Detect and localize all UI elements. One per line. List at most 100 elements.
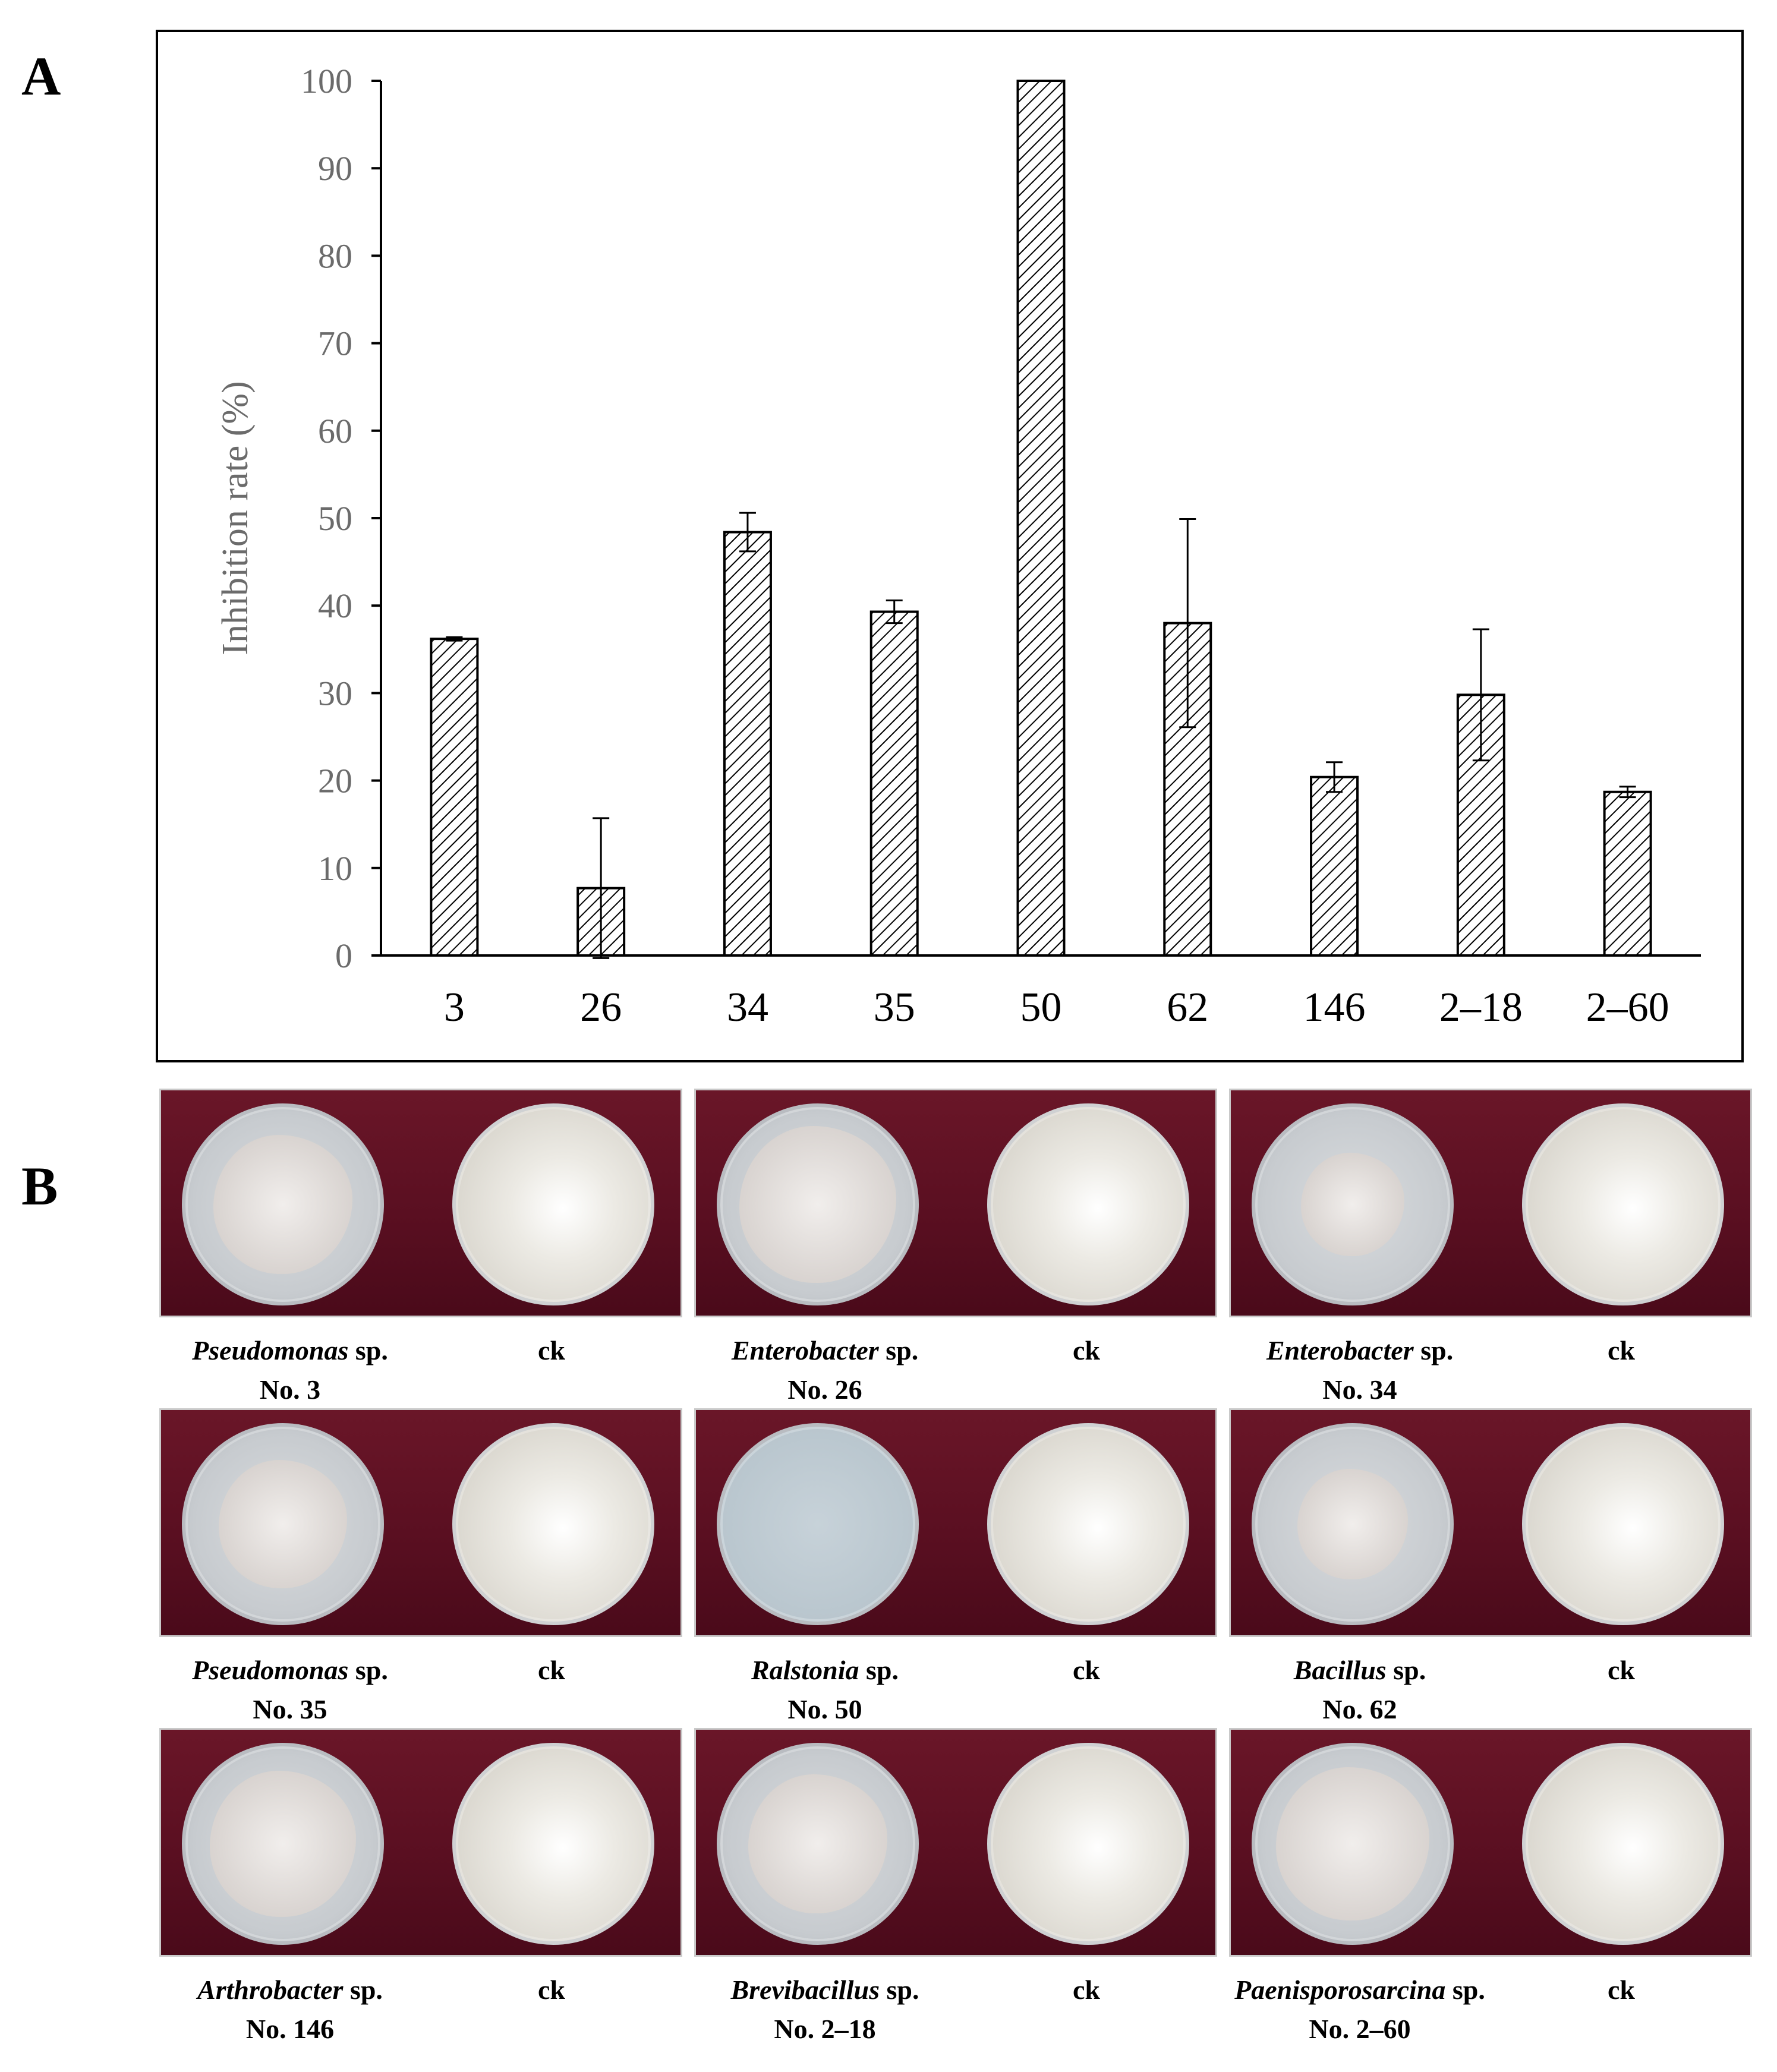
strain-name: Pseudomonas sp.: [159, 1331, 421, 1370]
fungal-colony: [1276, 1767, 1429, 1920]
plate-pair: Brevibacillus sp. No. 2–18 ck: [694, 1728, 1217, 2049]
treated-plate: [1252, 1423, 1454, 1625]
plate-photo: [694, 1089, 1217, 1317]
y-tick-label: 20: [318, 762, 352, 800]
genus-suffix: sp.: [1445, 1975, 1485, 2005]
plate-photo: [159, 1728, 682, 1957]
strain-caption: Enterobacter sp. No. 26: [694, 1331, 956, 1409]
control-plate: [1522, 1743, 1724, 1945]
control-caption: ck: [1073, 1335, 1100, 1365]
strain-number: No. 35: [253, 1694, 327, 1724]
strain-number: No. 2–60: [1309, 2014, 1411, 2044]
strain-caption: Enterobacter sp. No. 34: [1229, 1331, 1491, 1409]
strain-number: No. 2–18: [774, 2014, 876, 2044]
y-tick-label: 0: [335, 936, 352, 975]
strain-caption: Ralstonia sp. No. 50: [694, 1651, 956, 1729]
strain-caption: Pseudomonas sp. No. 3: [159, 1331, 421, 1409]
genus-name: Bacillus: [1293, 1655, 1387, 1685]
bar-chart: 0 10 20 30 40 50 60 70 80 90 100 Inhibition rate (%…: [215, 62, 1701, 1030]
y-tick-label: 70: [318, 324, 352, 363]
x-tick-label: 50: [1020, 985, 1062, 1030]
bar: [869, 610, 919, 957]
y-tick-label: 90: [318, 149, 352, 188]
strain-number: No. 62: [1322, 1694, 1397, 1724]
strain-name: Brevibacillus sp.: [694, 1970, 956, 2010]
y-tick-label: 100: [301, 62, 352, 100]
control-caption: ck: [1608, 1975, 1635, 2005]
control-caption: ck: [538, 1975, 565, 2005]
y-tick-label: 60: [318, 412, 352, 450]
control-caption: ck: [1608, 1655, 1635, 1685]
genus-name: Enterobacter: [1266, 1335, 1414, 1365]
x-tick-label: 2–18: [1439, 985, 1523, 1030]
x-tick-label: 3: [444, 985, 465, 1030]
strain-number: No. 50: [787, 1694, 862, 1724]
chart-frame: 0 10 20 30 40 50 60 70 80 90 100 Inhibition rate (%…: [156, 30, 1744, 1062]
plate-photo: [694, 1408, 1217, 1637]
strain-name: Pseudomonas sp.: [159, 1651, 421, 1690]
bar: [430, 638, 479, 957]
genus-name: Ralstonia: [751, 1655, 859, 1685]
strain-number: No. 3: [259, 1374, 321, 1405]
plate-pair: Ralstonia sp. No. 50 ck: [694, 1408, 1217, 1729]
plate-photo: [694, 1728, 1217, 1957]
strain-name: Paenisporosarcina sp.: [1229, 1970, 1491, 2010]
control-caption: ck: [1608, 1335, 1635, 1365]
treated-plate: [182, 1423, 384, 1625]
plate-pair: Pseudomonas sp. No. 35 ck: [159, 1408, 682, 1729]
bar: [1016, 80, 1066, 957]
fungal-colony: [210, 1771, 356, 1917]
plate-pair: Enterobacter sp. No. 26 ck: [694, 1089, 1217, 1409]
genus-suffix: sp.: [879, 1975, 919, 2005]
plate-photo: [1229, 1089, 1752, 1317]
plate-photo: [1229, 1728, 1752, 1957]
control-caption: ck: [1073, 1975, 1100, 2005]
fungal-colony: [1297, 1469, 1408, 1579]
control-plate: [1522, 1103, 1724, 1305]
fungal-colony: [219, 1460, 347, 1588]
fungal-colony: [739, 1126, 896, 1283]
control-plate: [452, 1103, 654, 1305]
genus-name: Paenisporosarcina: [1234, 1975, 1446, 2005]
plate-pair: Enterobacter sp. No. 34 ck: [1229, 1089, 1752, 1409]
strain-name: Arthrobacter sp.: [159, 1970, 421, 2010]
strain-caption: Arthrobacter sp. No. 146: [159, 1970, 421, 2049]
control-plate: [987, 1103, 1189, 1305]
fungal-colony: [1301, 1153, 1404, 1256]
y-tick-label: 10: [318, 849, 352, 888]
control-caption: ck: [538, 1335, 565, 1365]
treated-plate: [182, 1743, 384, 1945]
plate-photo: [159, 1089, 682, 1317]
genus-name: Pseudomonas: [192, 1655, 349, 1685]
plate-pair: Arthrobacter sp. No. 146 ck: [159, 1728, 682, 2049]
strain-caption: Bacillus sp. No. 62: [1229, 1651, 1491, 1729]
strain-name: Ralstonia sp.: [694, 1651, 956, 1690]
panel-label-b: B: [21, 1156, 58, 1216]
y-axis-label: Inhibition rate (%): [215, 381, 256, 655]
genus-suffix: sp.: [859, 1655, 899, 1685]
control-plate: [987, 1743, 1189, 1945]
control-plate: [452, 1423, 654, 1625]
y-tick-label: 80: [318, 236, 352, 275]
x-tick-label: 146: [1303, 985, 1366, 1030]
control-caption: ck: [538, 1655, 565, 1685]
y-tick-label: 40: [318, 586, 352, 625]
x-tick-label: 34: [727, 985, 768, 1030]
control-plate: [452, 1743, 654, 1945]
genus-name: Brevibacillus: [730, 1975, 880, 2005]
fungal-colony: [213, 1135, 352, 1274]
strain-caption: Pseudomonas sp. No. 35: [159, 1651, 421, 1729]
control-plate: [987, 1423, 1189, 1625]
control-plate: [1522, 1423, 1724, 1625]
panel-label-a: A: [21, 46, 61, 106]
bar: [1310, 775, 1359, 957]
strain-name: Enterobacter sp.: [694, 1331, 956, 1370]
strain-name: Bacillus sp.: [1229, 1651, 1491, 1690]
genus-suffix: sp.: [1386, 1655, 1426, 1685]
y-tick-label: 30: [318, 674, 352, 712]
fungal-colony: [748, 1774, 887, 1913]
x-tick-label: 2–60: [1586, 985, 1669, 1030]
genus-name: Arthrobacter: [197, 1975, 344, 2005]
bar: [1603, 790, 1652, 957]
plate-pair: Paenisporosarcina sp. No. 2–60 ck: [1229, 1728, 1752, 2049]
